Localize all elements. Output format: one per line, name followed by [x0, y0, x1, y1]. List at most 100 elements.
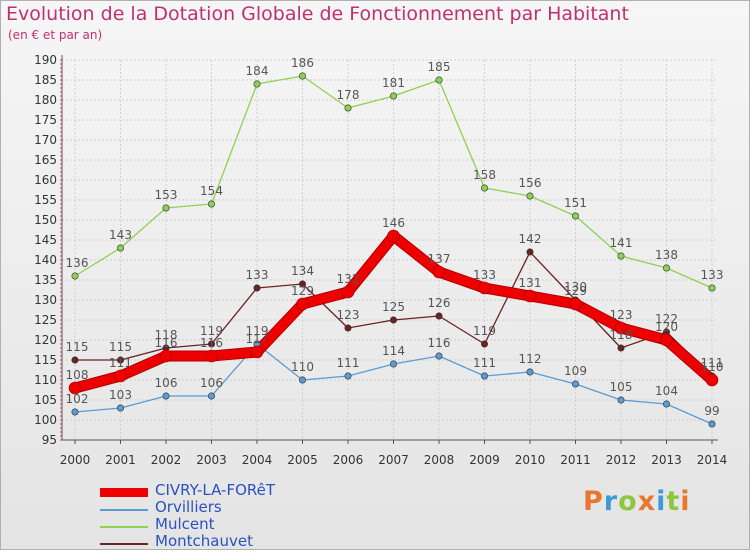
- data-point: [478, 281, 491, 295]
- data-label: 104: [655, 384, 678, 398]
- data-label: 186: [291, 56, 314, 70]
- x-tick-labels: 2000 2001 2002 2003 2004 2005 2006 2007 2008 2009…: [60, 453, 728, 467]
- proxiti-logo: Proxiti: [583, 486, 691, 517]
- data-point: [480, 372, 488, 380]
- data-label: 114: [382, 344, 405, 358]
- y-tick-label: 165: [34, 153, 57, 167]
- data-point: [435, 352, 443, 360]
- legend-label: Orvilliers: [155, 498, 222, 516]
- data-point: [344, 104, 352, 112]
- data-label: 133: [473, 268, 496, 282]
- logo-letter: P: [583, 486, 604, 517]
- data-point: [569, 297, 582, 311]
- y-tick-label: 150: [34, 213, 57, 227]
- y-tick-label: 110: [34, 373, 57, 387]
- data-label: 117: [246, 332, 269, 346]
- data-label: 133: [701, 268, 724, 282]
- logo-letter: t: [666, 486, 681, 517]
- axes: [60, 55, 718, 444]
- data-point: [344, 324, 352, 332]
- data-label: 143: [109, 228, 132, 242]
- data-label: 105: [610, 380, 633, 394]
- data-label: 119: [200, 324, 223, 338]
- x-tick-label: 2002: [151, 453, 182, 467]
- data-point: [71, 272, 79, 280]
- logo-letter: i: [656, 486, 667, 517]
- data-point: [253, 284, 261, 292]
- data-point: [208, 200, 216, 208]
- x-tick-label: 2012: [606, 453, 637, 467]
- data-label: 115: [66, 340, 89, 354]
- x-tick-label: 2003: [196, 453, 227, 467]
- data-point: [298, 72, 306, 80]
- data-label: 123: [337, 308, 360, 322]
- legend-swatch: [100, 543, 148, 545]
- x-tick-label: 2009: [469, 453, 500, 467]
- data-point: [389, 316, 397, 324]
- legend-swatch: [100, 488, 148, 497]
- data-point: [250, 345, 264, 359]
- y-tick-label: 140: [34, 253, 57, 267]
- x-tick-label: 2001: [105, 453, 136, 467]
- data-label: 118: [610, 328, 633, 342]
- data-label: 120: [655, 320, 678, 334]
- data-label: 184: [246, 64, 269, 78]
- legend-swatch: [100, 526, 148, 528]
- data-label: 178: [337, 88, 360, 102]
- legend-label: CIVRY-LA-FORêT: [155, 481, 276, 499]
- x-tick-label: 2005: [287, 453, 318, 467]
- y-tick-label: 105: [34, 393, 57, 407]
- data-point: [71, 408, 79, 416]
- y-tick-label: 190: [34, 53, 57, 67]
- data-point: [526, 248, 534, 256]
- data-point: [208, 392, 216, 400]
- x-tick-label: 2004: [242, 453, 273, 467]
- y-tick-label: 115: [34, 353, 57, 367]
- data-point: [435, 312, 443, 320]
- data-label: 134: [291, 264, 314, 278]
- logo-letter: o: [618, 486, 638, 517]
- y-tick-label: 130: [34, 293, 57, 307]
- data-point: [526, 368, 534, 376]
- data-point: [480, 184, 488, 192]
- data-label: 146: [382, 216, 405, 230]
- data-label: 158: [473, 168, 496, 182]
- data-labels: 108 111 116 116 117 129 132 146 137 133 131 129 123 1…: [66, 56, 724, 418]
- x-tick-label: 2013: [651, 453, 682, 467]
- y-tick-label: 145: [34, 233, 57, 247]
- x-tick-label: 2006: [333, 453, 364, 467]
- data-label: 103: [109, 388, 132, 402]
- data-point: [344, 372, 352, 380]
- data-label: 116: [428, 336, 451, 350]
- data-label: 153: [155, 188, 178, 202]
- data-label: 118: [155, 328, 178, 342]
- data-point: [296, 297, 309, 311]
- data-label: 115: [109, 340, 132, 354]
- data-label: 131: [519, 276, 542, 290]
- data-label: 126: [428, 296, 451, 310]
- data-label: 130: [564, 280, 587, 294]
- data-point: [708, 284, 716, 292]
- data-point: [341, 285, 355, 299]
- y-tick-label: 95: [42, 433, 57, 447]
- data-point: [208, 340, 216, 348]
- x-tick-label: 2008: [424, 453, 455, 467]
- data-label: 119: [473, 324, 496, 338]
- data-label: 129: [564, 284, 587, 298]
- data-point: [71, 356, 79, 364]
- data-label: 185: [428, 60, 451, 74]
- data-point: [253, 80, 261, 88]
- y-tick-label: 170: [34, 133, 57, 147]
- data-point: [480, 340, 488, 348]
- data-label: 102: [66, 392, 89, 406]
- data-point: [571, 212, 579, 220]
- x-tick-label: 2010: [515, 453, 546, 467]
- data-label: 106: [200, 376, 223, 390]
- data-label: 156: [519, 176, 542, 190]
- data-label: 138: [655, 248, 678, 262]
- data-label: 133: [246, 268, 269, 282]
- data-label: 129: [291, 284, 314, 298]
- data-label: 141: [610, 236, 633, 250]
